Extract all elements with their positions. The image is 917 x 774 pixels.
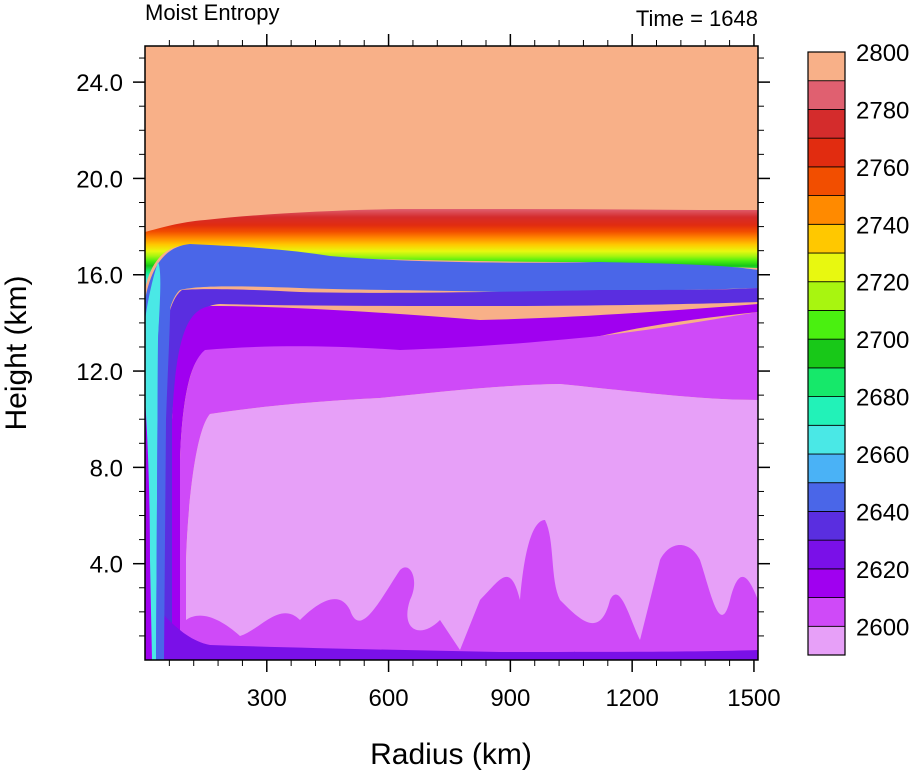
blue-layer: [145, 244, 758, 660]
x-axis: 300 600 900 1200 1500: [168, 34, 781, 712]
eye-core: [145, 400, 152, 660]
colorbar-label-2680: 2680: [856, 385, 909, 412]
y-axis: 4.0 8.0 12.0 16.0 20.0 24.0: [76, 57, 770, 637]
colorbar-swatch-2710: [807, 310, 846, 340]
surface-layer-strip: [158, 610, 758, 660]
colorbar-label-2600: 2600: [856, 614, 909, 641]
y-tick-label: 20.0: [76, 166, 123, 193]
colorbar-swatch-2690: [807, 367, 846, 397]
y-axis-label: Height (km): [0, 275, 33, 430]
y-tick-label: 12.0: [76, 359, 123, 386]
x-tick-label: 900: [490, 685, 530, 712]
colorbar-label-2660: 2660: [856, 442, 909, 469]
colorbar-label-2640: 2640: [856, 499, 909, 526]
colorbar-swatch-2760: [807, 166, 846, 196]
colorbar-label-2620: 2620: [856, 557, 909, 584]
colorbar-swatch-2600: [807, 625, 846, 656]
y-tick-label: 4.0: [90, 552, 123, 579]
colorbar-swatch-2680: [807, 396, 846, 426]
colorbar-swatch-2630: [807, 539, 846, 570]
boundary-layer-plumes: [186, 520, 758, 660]
y-tick-label: 16.0: [76, 263, 123, 290]
plot-frame: [144, 45, 759, 661]
x-tick-label: 1200: [605, 685, 658, 712]
chart-title: Moist Entropy: [145, 0, 280, 25]
colorbar-label-2720: 2720: [856, 270, 909, 297]
colorbar-swatch-2720: [807, 281, 846, 311]
colorbar-swatch-2640: [807, 511, 846, 541]
colorbar-legend: 2600 2620 2640 2660 2680 2700 2720 2740 2760 2780…: [807, 40, 909, 656]
violet-band: [172, 304, 758, 660]
colorbar-swatch-2620: [807, 568, 846, 598]
x-tick-label: 600: [369, 685, 409, 712]
colorbar-swatch-2770: [807, 137, 846, 168]
colorbar-swatch-2750: [807, 195, 846, 225]
colorbar-label-2780: 2780: [856, 97, 909, 124]
contour-field: [145, 46, 758, 660]
colorbar-swatch-2800: [807, 51, 846, 82]
magenta-band: [180, 312, 758, 660]
eyewall-inner: [156, 258, 171, 660]
x-tick-label: 300: [247, 685, 287, 712]
colorbar-swatch-2780: [807, 109, 846, 139]
colorbar-swatch-2650: [807, 482, 846, 512]
colorbar-swatch-2610: [807, 597, 846, 627]
y-tick-label: 8.0: [90, 455, 123, 482]
colorbar-label-2740: 2740: [856, 212, 909, 239]
colorbar-label-2800: 2800: [856, 40, 909, 67]
colorbar-swatch-2670: [807, 424, 846, 455]
y-tick-label: 24.0: [76, 70, 123, 97]
x-tick-label: 1500: [727, 685, 780, 712]
colorbar-swatch-2740: [807, 223, 846, 254]
chart-subtitle: Time = 1648: [636, 6, 758, 31]
colorbar-swatch-2660: [807, 453, 846, 484]
x-axis-label: Radius (km): [370, 738, 532, 771]
lower-troposphere-fill: [186, 384, 758, 660]
colorbar-swatch-2790: [807, 80, 846, 110]
colorbar-label-2760: 2760: [856, 155, 909, 182]
colorbar-swatch-2730: [807, 252, 846, 283]
colorbar-frame: [807, 51, 846, 656]
colorbar-swatch-2700: [807, 338, 846, 369]
tropopause-gradient-band: [145, 209, 758, 290]
colorbar-label-2700: 2700: [856, 327, 909, 354]
